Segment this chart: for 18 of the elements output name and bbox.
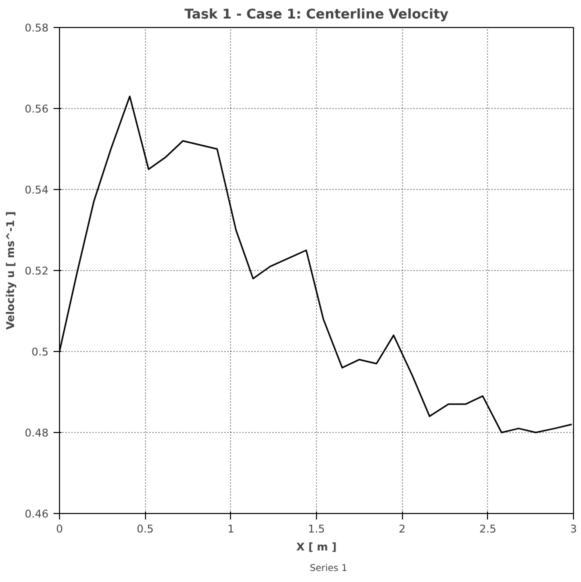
y-tick-label: 0.58 bbox=[24, 22, 49, 34]
x-tick-label: 0 bbox=[56, 522, 64, 536]
y-axis-title: Velocity u [ ms^-1 ] bbox=[4, 211, 17, 330]
y-tick-label: 0.54 bbox=[24, 184, 49, 196]
y-tick-label: 0.56 bbox=[24, 102, 49, 116]
x-tick-label: 2 bbox=[398, 522, 406, 536]
x-tick-label: 0.5 bbox=[136, 522, 154, 536]
text: Series 1 bbox=[310, 562, 348, 574]
y-tick-label: 0.48 bbox=[24, 426, 49, 440]
x-tick-label: 1.5 bbox=[308, 522, 325, 536]
x-tick-label: 2.5 bbox=[479, 522, 496, 536]
y-tick-label: 0.46 bbox=[24, 508, 49, 520]
y-tick-label: 0.52 bbox=[24, 264, 49, 278]
y-tick-label: 0.5 bbox=[32, 346, 49, 358]
chart-title: Task 1 - Case 1: Centerline Velocity bbox=[184, 8, 449, 22]
x-tick-label: 1 bbox=[227, 522, 234, 536]
x-tick-label: 3 bbox=[570, 522, 577, 536]
x-axis-title: X [ m ] bbox=[296, 540, 337, 554]
